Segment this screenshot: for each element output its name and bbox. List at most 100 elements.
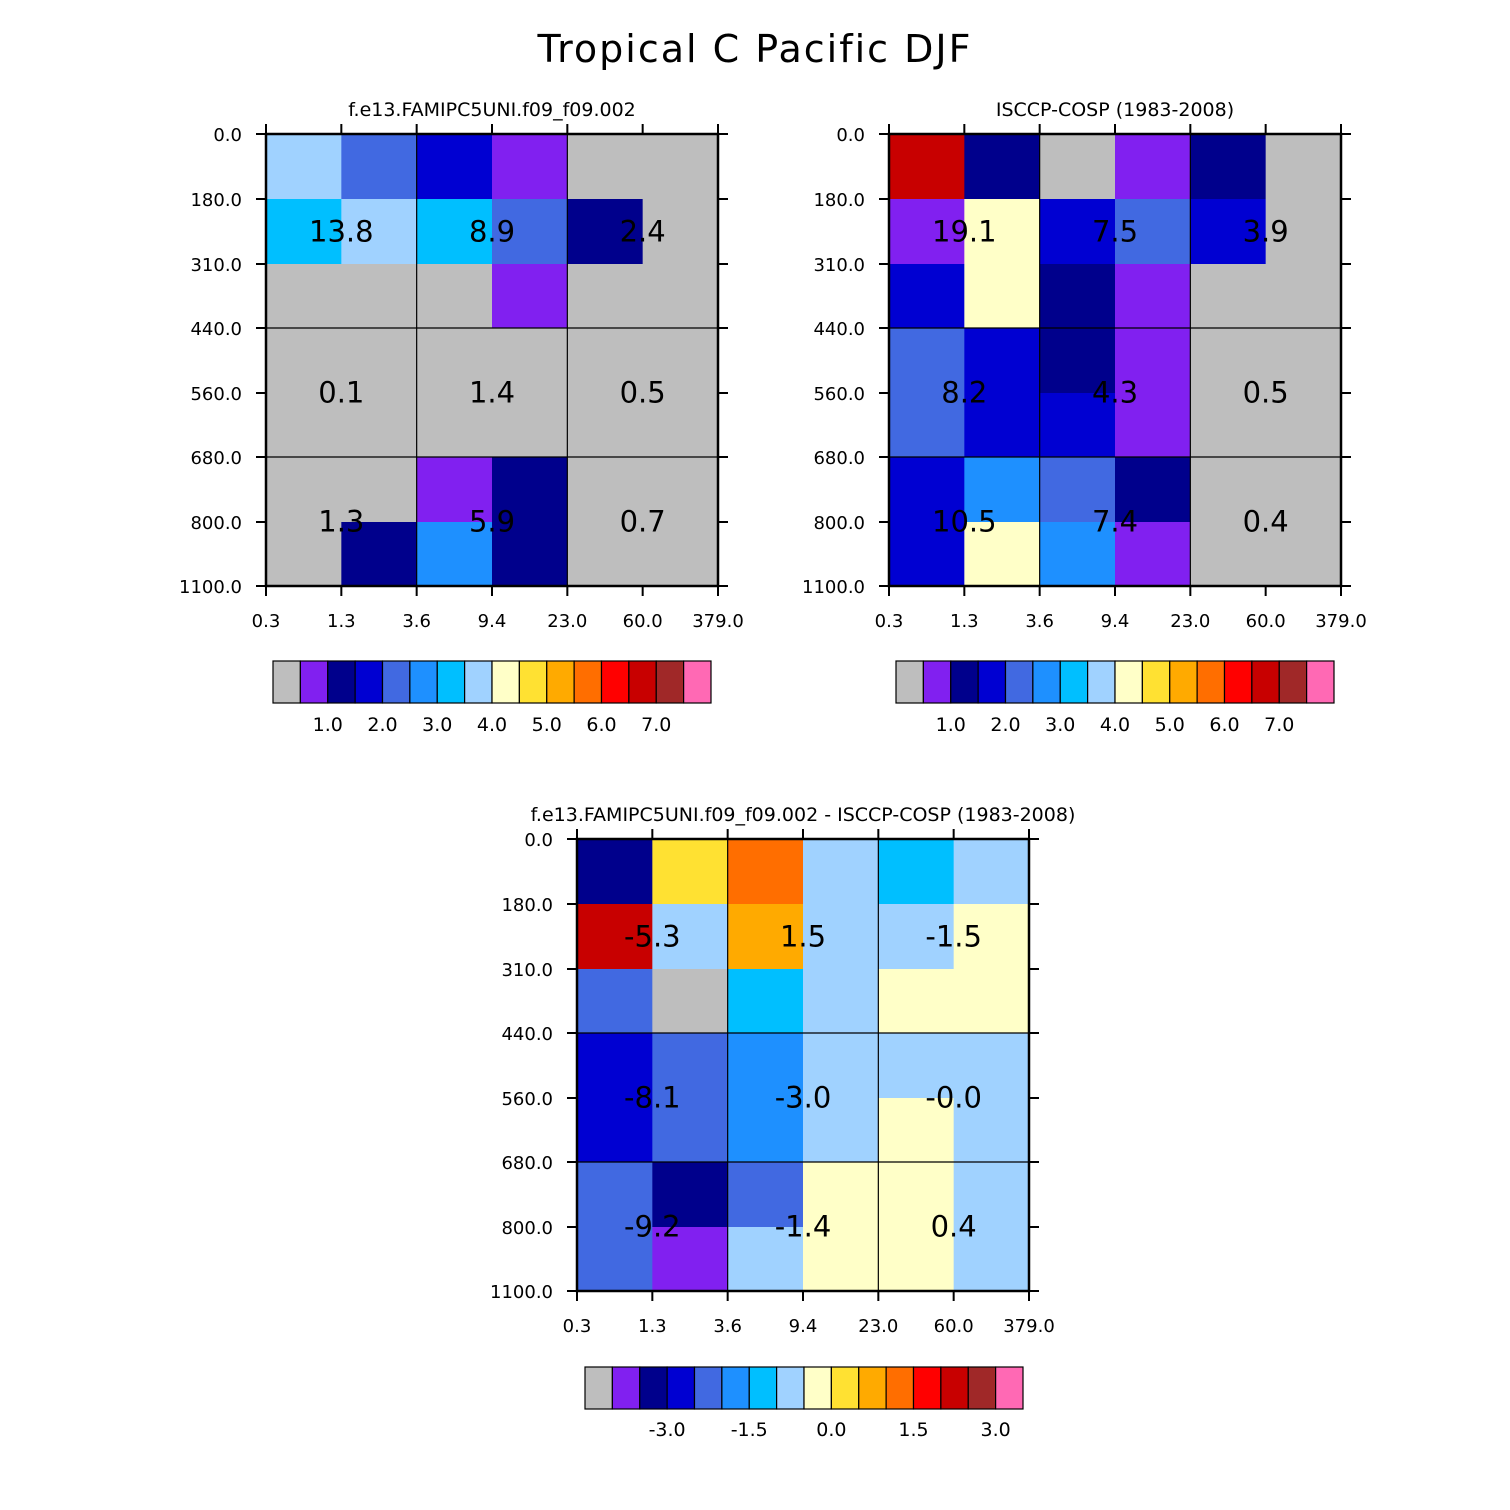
obs-colorbar-box (1004, 660, 1034, 704)
diff-y-tick-label: 0.0 (524, 830, 553, 851)
model-y-tick-label: 560.0 (190, 384, 242, 405)
model-x-tick-label: 9.4 (478, 611, 507, 632)
obs-colorbar-label: 3.0 (1045, 714, 1075, 736)
diff-cell (803, 839, 879, 905)
model-colorbar-box (381, 660, 411, 704)
model-colorbar-box (272, 660, 301, 704)
diff-x-tick-label: 1.3 (638, 1316, 667, 1337)
model-colorbar-box (628, 660, 657, 704)
model-cell (341, 134, 418, 200)
model-block-value: 1.4 (469, 376, 515, 410)
diff-cell (803, 969, 879, 1034)
obs-block-value: 3.9 (1243, 215, 1289, 249)
diff-cell (652, 904, 729, 970)
model-cell (266, 393, 342, 458)
diff-colorbar-box (584, 1366, 613, 1410)
diff-y-tick-label: 800.0 (501, 1218, 553, 1239)
diff-cell (953, 1162, 1030, 1228)
diff-y-tick-label: 440.0 (501, 1024, 553, 1045)
diff-cell (577, 1033, 653, 1099)
obs-x-tick-label: 379.0 (1315, 611, 1367, 632)
model-cell (341, 264, 418, 329)
diff-cell (878, 904, 955, 970)
model-y-tick-label: 800.0 (190, 513, 242, 534)
diff-colorbar-label: 0.0 (816, 1419, 846, 1441)
obs-cell (1115, 457, 1191, 523)
model-cell (416, 522, 493, 587)
model-block-value: 8.9 (469, 215, 515, 249)
obs-colorbar-box (1196, 660, 1226, 704)
model-block-value: 0.7 (620, 505, 666, 539)
diff-cell (878, 839, 955, 905)
obs-cell (1115, 134, 1191, 200)
diff-cell (652, 1227, 729, 1292)
obs-cell (1190, 457, 1267, 523)
obs-cell (964, 134, 1041, 200)
obs-cell (889, 522, 965, 587)
obs-colorbar-label: 7.0 (1264, 714, 1294, 736)
model-cell (567, 199, 644, 265)
diff-title: f.e13.FAMIPC5UNI.f09_f09.002 - ISCCP-COS… (531, 804, 1076, 826)
model-block-value: 2.4 (620, 215, 666, 249)
diff-cell (577, 904, 653, 970)
obs-cell (1190, 199, 1267, 265)
model-colorbar-label: 6.0 (586, 714, 616, 736)
obs-x-tick-label: 0.3 (875, 611, 904, 632)
model-cell (341, 457, 418, 523)
model-block-value: 5.9 (469, 505, 515, 539)
obs-colorbar-box (895, 660, 924, 704)
model-y-tick-label: 1100.0 (179, 577, 242, 598)
model-colorbar-box (409, 660, 438, 704)
obs-colorbar-label: 2.0 (990, 714, 1020, 736)
model-block-value: 0.5 (620, 376, 666, 410)
diff-block-value: -5.3 (624, 920, 681, 954)
model-block-value: 13.8 (309, 215, 374, 249)
model-colorbar-box (518, 660, 548, 704)
diff-cell (953, 904, 1030, 970)
diff-colorbar-label: 1.5 (898, 1419, 928, 1441)
diff-cell (803, 1227, 879, 1292)
model-colorbar-box (436, 660, 466, 704)
obs-cell (889, 328, 965, 394)
obs-colorbar-box (1114, 660, 1143, 704)
diff-block-value: -9.2 (624, 1210, 681, 1244)
obs-colorbar-box (1032, 660, 1061, 704)
obs-cell (1115, 393, 1191, 458)
diff-cell (803, 1098, 879, 1163)
obs-y-tick-label: 680.0 (813, 448, 865, 469)
diff-colorbar-box (912, 1366, 942, 1410)
model-x-tick-label: 23.0 (547, 611, 587, 632)
diff-colorbar-box (940, 1366, 969, 1410)
obs-cell (964, 393, 1041, 458)
model-block-value: 0.1 (318, 376, 364, 410)
obs-x-tick-label: 60.0 (1246, 611, 1286, 632)
obs-y-tick-label: 800.0 (813, 513, 865, 534)
model-cell (567, 264, 644, 329)
model-cell (266, 328, 342, 394)
obs-colorbar-box (950, 660, 979, 704)
diff-y-tick-label: 310.0 (501, 960, 553, 981)
model-cell (266, 199, 342, 265)
obs-cell (1115, 199, 1191, 265)
obs-colorbar-label: 5.0 (1155, 714, 1185, 736)
diff-cell (652, 1162, 729, 1228)
diff-cell (953, 839, 1030, 905)
diff-cell (727, 1162, 804, 1228)
obs-cell (1265, 522, 1342, 587)
obs-y-tick-label: 310.0 (813, 255, 865, 276)
diff-x-tick-label: 3.6 (713, 1316, 742, 1337)
obs-cell (964, 522, 1041, 587)
model-cell (642, 522, 719, 587)
obs-cell (1039, 393, 1116, 458)
diff-cell (577, 1227, 653, 1292)
diff-cell (803, 1033, 879, 1099)
model-cell (266, 457, 342, 523)
model-cell (492, 457, 568, 523)
diff-colorbar-box (639, 1366, 668, 1410)
obs-cell (889, 457, 965, 523)
diff-cell (878, 969, 955, 1034)
model-cell (341, 522, 418, 587)
model-cell (416, 264, 493, 329)
diff-colorbar-box (885, 1366, 915, 1410)
